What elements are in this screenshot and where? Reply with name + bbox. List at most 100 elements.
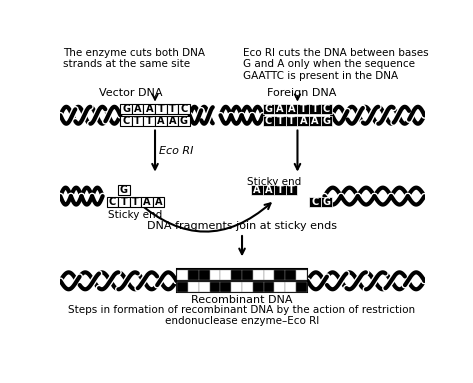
Bar <box>220 270 231 280</box>
Text: Foreign DNA: Foreign DNA <box>267 88 336 98</box>
Bar <box>274 105 286 115</box>
Text: G: G <box>120 185 128 195</box>
Text: Recombinant DNA: Recombinant DNA <box>191 295 293 304</box>
Bar <box>153 197 164 207</box>
Text: C: C <box>265 116 272 126</box>
Bar <box>166 105 178 115</box>
Text: Sticky end: Sticky end <box>247 177 301 187</box>
Text: T: T <box>289 185 295 195</box>
Text: Vector DNA: Vector DNA <box>99 88 162 98</box>
Bar <box>286 116 298 126</box>
Text: A: A <box>288 105 296 115</box>
Bar <box>263 185 274 195</box>
Text: C: C <box>311 197 318 207</box>
Bar <box>274 116 286 126</box>
Bar <box>231 282 242 291</box>
Text: T: T <box>158 105 164 115</box>
Text: C: C <box>180 105 187 115</box>
Bar <box>298 105 309 115</box>
Bar <box>177 282 188 291</box>
Bar <box>166 116 178 126</box>
Bar <box>251 185 263 195</box>
Text: T: T <box>311 105 318 115</box>
Bar <box>120 116 132 126</box>
Bar <box>106 197 118 207</box>
Bar <box>220 282 231 291</box>
Bar <box>263 105 274 115</box>
Bar <box>309 197 321 207</box>
Bar <box>118 197 130 207</box>
Bar <box>253 270 263 280</box>
Bar <box>253 282 263 291</box>
Text: DNA fragments join at sticky ends: DNA fragments join at sticky ends <box>147 221 337 231</box>
Text: A: A <box>276 105 284 115</box>
Bar <box>263 270 274 280</box>
Text: Steps in formation of recombinant DNA by the action of restriction
endonuclease : Steps in formation of recombinant DNA by… <box>69 305 416 326</box>
Text: C: C <box>323 105 330 115</box>
Text: T: T <box>134 116 141 126</box>
Text: A: A <box>265 185 272 195</box>
Bar <box>188 282 199 291</box>
Text: Sticky end: Sticky end <box>108 210 163 220</box>
Bar <box>118 185 130 195</box>
Bar <box>143 116 155 126</box>
Text: C: C <box>109 197 116 207</box>
Text: T: T <box>289 116 295 126</box>
Bar <box>132 105 143 115</box>
Bar <box>210 270 220 280</box>
Bar <box>321 105 332 115</box>
Text: T: T <box>121 197 127 207</box>
Bar <box>155 116 166 126</box>
Bar <box>130 197 141 207</box>
Bar <box>120 105 132 115</box>
Text: T: T <box>169 105 175 115</box>
Bar <box>132 116 143 126</box>
Bar <box>210 282 220 291</box>
Text: A: A <box>143 197 151 207</box>
Bar <box>285 270 296 280</box>
Bar <box>199 270 210 280</box>
Text: The enzyme cuts both DNA
strands at the same site: The enzyme cuts both DNA strands at the … <box>63 47 205 69</box>
Bar <box>321 197 332 207</box>
Bar <box>263 282 274 291</box>
Bar <box>298 116 309 126</box>
Bar <box>309 116 321 126</box>
Bar <box>296 282 307 291</box>
Text: C: C <box>123 116 130 126</box>
Text: A: A <box>146 105 153 115</box>
Bar <box>231 270 242 280</box>
Bar <box>296 270 307 280</box>
Text: G: G <box>322 116 330 126</box>
Text: G: G <box>264 105 272 115</box>
Bar <box>242 282 253 291</box>
Bar <box>285 282 296 291</box>
Text: Eco RI cuts the DNA between bases
G and A only when the sequence
GAATTC is prese: Eco RI cuts the DNA between bases G and … <box>243 47 429 81</box>
Bar <box>178 105 190 115</box>
Text: T: T <box>132 197 139 207</box>
Bar <box>274 185 286 195</box>
Bar <box>141 197 153 207</box>
Text: A: A <box>134 105 141 115</box>
Bar <box>321 116 332 126</box>
Text: A: A <box>157 116 165 126</box>
Bar <box>155 105 166 115</box>
Bar <box>242 270 253 280</box>
Bar <box>286 185 298 195</box>
Text: T: T <box>146 116 153 126</box>
Text: G: G <box>322 197 330 207</box>
Text: A: A <box>254 185 261 195</box>
Bar <box>188 270 199 280</box>
Text: T: T <box>300 105 307 115</box>
Bar <box>274 282 285 291</box>
Text: G: G <box>180 116 188 126</box>
Text: A: A <box>168 116 176 126</box>
Text: A: A <box>299 116 307 126</box>
Bar <box>263 116 274 126</box>
Bar <box>199 282 210 291</box>
Text: T: T <box>277 116 283 126</box>
Bar <box>143 105 155 115</box>
Bar <box>176 269 307 292</box>
Bar <box>177 270 188 280</box>
Text: A: A <box>155 197 162 207</box>
Text: G: G <box>122 105 130 115</box>
